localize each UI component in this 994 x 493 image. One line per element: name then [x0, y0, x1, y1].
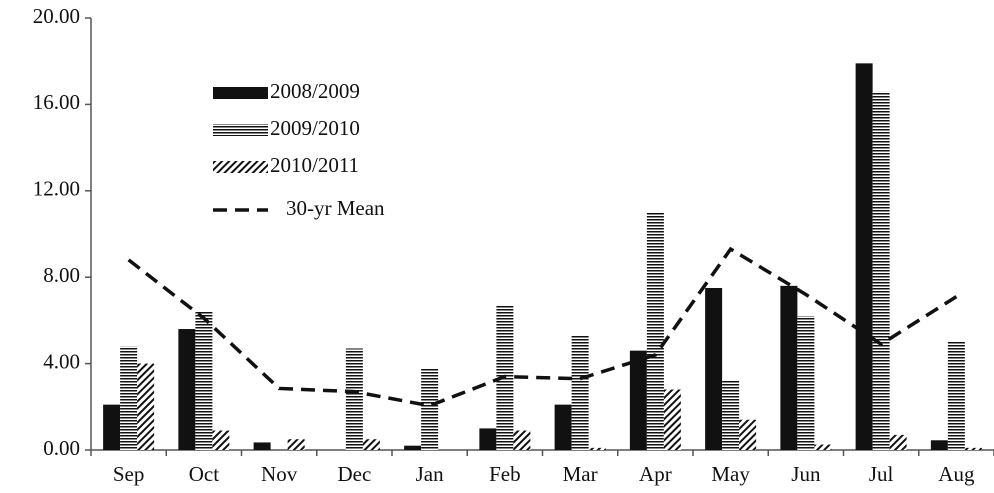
x-tick-label: Feb	[489, 462, 521, 486]
bar	[797, 316, 815, 450]
legend-swatch	[213, 87, 268, 99]
bar	[421, 367, 439, 450]
bar	[253, 442, 271, 450]
legend-swatch	[213, 124, 268, 136]
bar	[722, 380, 740, 450]
legend-label: 30-yr Mean	[286, 196, 385, 220]
x-tick-label: Dec	[337, 462, 371, 486]
bar	[479, 428, 497, 450]
bar	[947, 342, 965, 450]
x-tick-label: Aug	[938, 462, 975, 486]
y-tick-label: 20.00	[33, 4, 80, 28]
bar	[780, 285, 798, 450]
x-tick-label: Jan	[416, 462, 444, 486]
x-tick-label: Mar	[563, 462, 598, 486]
bar	[889, 434, 907, 450]
x-tick-label: Apr	[639, 462, 672, 486]
x-tick-label: Sep	[113, 462, 145, 486]
bar	[814, 444, 832, 450]
x-tick-label: Nov	[261, 462, 298, 486]
bar	[964, 447, 982, 450]
legend-label: 2010/2011	[270, 153, 359, 177]
y-tick-label: 8.00	[43, 263, 80, 287]
bar	[855, 63, 873, 451]
bar	[513, 430, 531, 450]
legend-label: 2008/2009	[270, 79, 360, 103]
x-tick-label: Jun	[791, 462, 821, 486]
bar	[930, 440, 948, 450]
bar	[705, 288, 723, 450]
bar	[137, 363, 155, 450]
x-tick-label: May	[711, 462, 750, 486]
y-tick-label: 12.00	[33, 177, 80, 201]
bar	[195, 311, 213, 450]
x-tick-label: Jul	[869, 462, 894, 486]
legend-label: 2009/2010	[270, 116, 360, 140]
bar	[178, 329, 196, 450]
bar	[571, 335, 589, 450]
y-tick-label: 0.00	[43, 436, 80, 460]
bar	[872, 91, 890, 450]
bar	[739, 419, 757, 450]
bar	[646, 212, 664, 450]
legend-swatch	[213, 161, 268, 173]
bar	[103, 404, 121, 450]
bar	[663, 389, 681, 450]
bar	[554, 404, 572, 450]
mean-line	[127, 246, 958, 408]
bar	[287, 439, 305, 450]
bar	[629, 350, 647, 450]
bar	[120, 346, 138, 450]
y-tick-label: 4.00	[43, 349, 80, 373]
y-tick-label: 16.00	[33, 90, 80, 114]
bar	[362, 439, 380, 450]
bar	[345, 348, 363, 450]
bar	[404, 445, 422, 450]
bar	[212, 430, 230, 450]
bar	[588, 447, 606, 450]
x-tick-label: Oct	[189, 462, 219, 486]
